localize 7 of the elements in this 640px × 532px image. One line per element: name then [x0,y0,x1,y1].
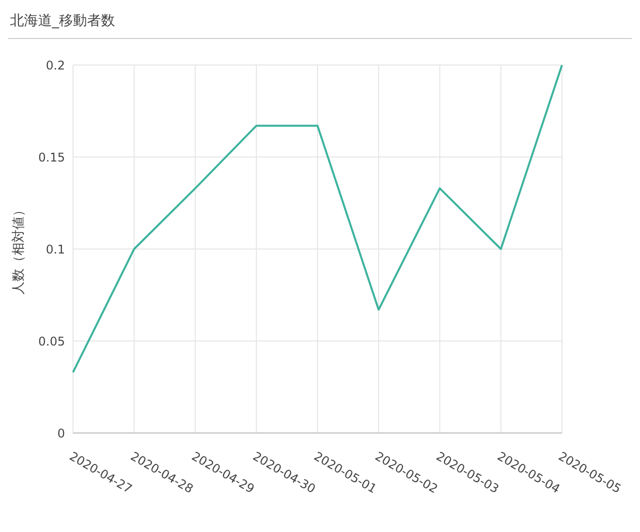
chart-title: 北海道_移動者数 [8,8,632,39]
y-tick-label: 0.2 [46,58,65,72]
y-tick-label: 0.05 [38,334,65,348]
y-tick-label: 0.1 [46,242,65,256]
y-tick-label: 0.15 [38,150,65,164]
y-tick-label: 0 [57,426,65,440]
y-axis-title: 人数（相対値） [10,204,27,294]
